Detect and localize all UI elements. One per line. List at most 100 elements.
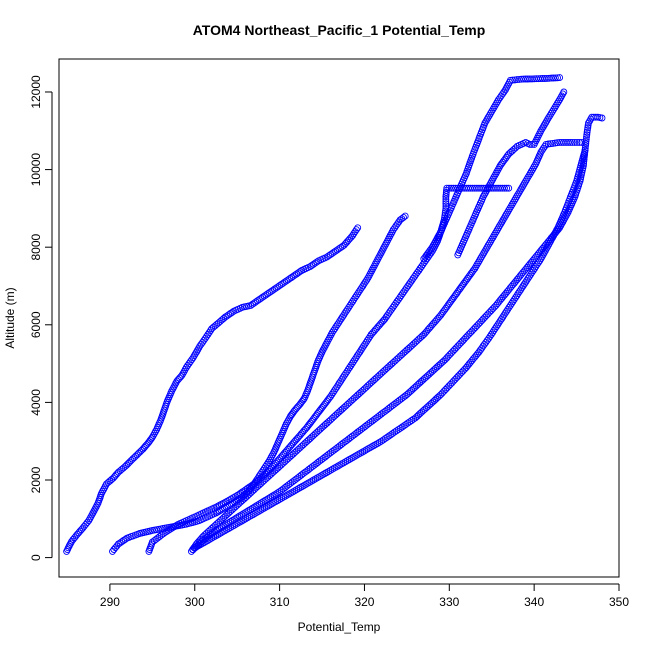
data-point bbox=[486, 308, 494, 316]
data-point bbox=[302, 480, 310, 488]
data-point bbox=[503, 184, 511, 192]
data-point bbox=[511, 76, 519, 84]
data-point bbox=[453, 374, 461, 382]
data-point bbox=[491, 102, 499, 110]
data-point bbox=[289, 488, 297, 496]
data-point bbox=[583, 126, 591, 134]
data-points bbox=[63, 74, 606, 555]
series-1 bbox=[63, 224, 362, 555]
y-tick-label: 8000 bbox=[29, 234, 43, 261]
data-point bbox=[421, 253, 429, 261]
data-point bbox=[255, 507, 263, 515]
data-point bbox=[453, 290, 461, 297]
data-point bbox=[490, 173, 498, 181]
data-point bbox=[564, 138, 572, 146]
data-point bbox=[362, 446, 370, 454]
data-point bbox=[221, 313, 229, 321]
data-point bbox=[556, 96, 564, 104]
data-point bbox=[486, 181, 494, 189]
data-point bbox=[325, 394, 333, 402]
data-point bbox=[545, 239, 553, 247]
data-point bbox=[370, 442, 378, 449]
data-point bbox=[274, 489, 282, 497]
data-point bbox=[462, 276, 470, 284]
data-point bbox=[298, 483, 306, 490]
data-point bbox=[357, 449, 365, 457]
data-point bbox=[540, 249, 548, 257]
data-point bbox=[266, 501, 274, 509]
data-point bbox=[499, 216, 507, 224]
data-point bbox=[538, 125, 546, 133]
data-point bbox=[496, 222, 504, 230]
data-point bbox=[272, 498, 280, 506]
x-tick-label: 290 bbox=[100, 595, 120, 609]
data-point bbox=[214, 502, 222, 510]
data-point bbox=[277, 280, 285, 288]
data-point bbox=[505, 184, 513, 192]
y-tick-label: 0 bbox=[29, 554, 43, 561]
data-point bbox=[161, 528, 169, 536]
data-point bbox=[285, 490, 293, 498]
data-point bbox=[271, 285, 278, 293]
data-point bbox=[536, 257, 544, 265]
data-point bbox=[234, 519, 242, 527]
data-point bbox=[268, 500, 276, 508]
data-point bbox=[473, 322, 481, 330]
data-point bbox=[584, 124, 592, 132]
data-point bbox=[480, 191, 488, 199]
data-point bbox=[181, 365, 189, 373]
data-point bbox=[227, 495, 235, 503]
data-point bbox=[291, 271, 299, 279]
data-point bbox=[492, 100, 500, 108]
data-point bbox=[114, 540, 122, 548]
data-point bbox=[482, 245, 490, 253]
data-point bbox=[300, 481, 308, 489]
data-point bbox=[351, 452, 359, 460]
series-7 bbox=[420, 74, 564, 263]
data-point bbox=[488, 235, 496, 243]
y-axis-label: Altitude (m) bbox=[3, 287, 17, 348]
data-point bbox=[288, 274, 295, 281]
data-point bbox=[294, 269, 302, 277]
data-point bbox=[470, 266, 477, 274]
data-point bbox=[264, 459, 272, 466]
data-point bbox=[476, 255, 484, 263]
data-point bbox=[257, 499, 265, 507]
data-point bbox=[193, 543, 201, 551]
data-point bbox=[552, 102, 560, 110]
data-point bbox=[527, 168, 535, 175]
data-point bbox=[400, 213, 407, 221]
data-point bbox=[319, 346, 327, 354]
data-point bbox=[542, 119, 549, 127]
data-point bbox=[457, 339, 465, 347]
data-point bbox=[583, 131, 591, 139]
data-point bbox=[352, 226, 360, 234]
data-point bbox=[337, 244, 345, 252]
data-point bbox=[542, 245, 550, 253]
data-point bbox=[240, 516, 248, 524]
data-point bbox=[252, 298, 260, 306]
data-point bbox=[443, 303, 451, 311]
data-point bbox=[323, 253, 331, 261]
data-point bbox=[537, 127, 545, 135]
data-point bbox=[549, 107, 556, 115]
data-point bbox=[509, 76, 517, 84]
data-point bbox=[459, 367, 467, 375]
data-point bbox=[427, 245, 435, 253]
data-point bbox=[255, 296, 263, 304]
data-point bbox=[325, 467, 333, 475]
data-point bbox=[506, 204, 514, 212]
data-point bbox=[442, 204, 450, 212]
series-4 bbox=[187, 138, 586, 555]
data-point bbox=[262, 291, 270, 299]
data-point bbox=[442, 195, 450, 203]
x-tick-label: 330 bbox=[439, 595, 459, 609]
data-point bbox=[284, 276, 292, 284]
data-point bbox=[376, 438, 383, 446]
data-point bbox=[178, 371, 186, 379]
data-point bbox=[374, 439, 382, 447]
data-point bbox=[354, 224, 362, 232]
data-point bbox=[342, 458, 350, 466]
data-point bbox=[583, 128, 591, 136]
data-point bbox=[364, 274, 372, 282]
